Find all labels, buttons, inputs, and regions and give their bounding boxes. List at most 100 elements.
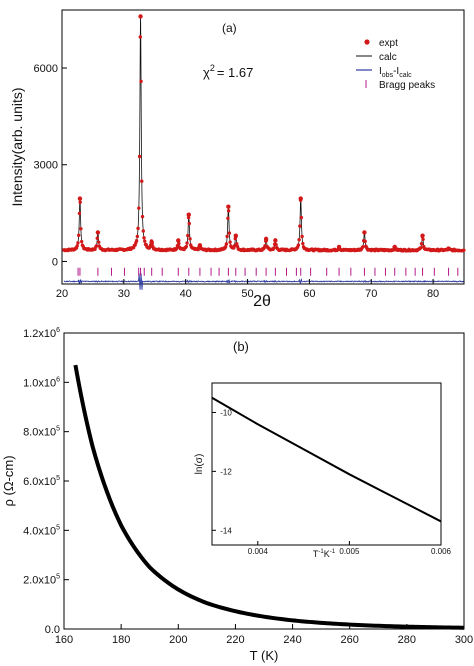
expt-point: [300, 234, 304, 239]
inset-y-ticks: -10 -12 -14: [212, 408, 232, 535]
expt-point: [299, 215, 304, 220]
x-tick-label: 220: [226, 634, 244, 646]
inset-x-label-k: K: [324, 549, 330, 559]
expt-point: [227, 231, 232, 235]
legend-diff-base: I: [379, 66, 382, 77]
inset-y-tick-label: -12: [220, 467, 232, 476]
resistivity-line: [73, 364, 465, 630]
y-tick-label: 2.0x105: [23, 574, 60, 587]
expt-point: [298, 224, 302, 228]
y-tick-label: 6000: [34, 63, 58, 75]
x-tick-label: 160: [55, 634, 73, 646]
ln-sigma-line: [211, 396, 442, 523]
expt-peak-point: [77, 196, 83, 201]
expt-peak-point: [149, 239, 154, 245]
panel-b-plot-area: [73, 364, 465, 630]
inset-x-tick-label: 0.004: [248, 547, 269, 556]
x-tick-label: 40: [180, 288, 192, 300]
expt-peak-point: [176, 238, 181, 243]
inset-y-tick-label: -14: [220, 526, 232, 535]
x-tick-label: 240: [283, 634, 301, 646]
panel-b-y-ticks: 0.02.0x1054.0x1056.0x1058.0x1051.0x1061.…: [23, 327, 69, 636]
expt-point: [177, 241, 181, 246]
expt-peak-point: [298, 196, 303, 201]
expt-point: [97, 240, 101, 244]
expt-point: [363, 239, 367, 244]
panel-b-x-ticks: 160 180 200 220 240 260 280 300: [55, 624, 473, 646]
x-tick-label: 60: [303, 288, 315, 300]
expt-point: [134, 238, 139, 243]
expt-point: [296, 243, 301, 247]
panel-b: 160 180 200 220 240 260 280 300 0.02.0x1054.0x1…: [1, 327, 473, 663]
expt-peak-point: [446, 246, 451, 251]
expt-point: [187, 221, 191, 226]
expt-peak-point: [186, 212, 191, 217]
x-tick-label: 300: [455, 634, 473, 646]
chi-symbol: χ: [203, 65, 210, 80]
expt-point: [223, 245, 228, 249]
expt-point: [361, 245, 365, 249]
panel-a-y-axis-label: Intensity(arb. units): [9, 87, 25, 206]
expt-peak-point: [263, 236, 269, 242]
expt-points: [62, 14, 466, 253]
y-tick-label: 0: [52, 256, 58, 268]
y-tick-label: 6.0x105: [23, 475, 60, 488]
chi-square-annotation: χ2 = 1.67: [203, 63, 253, 80]
chi-exponent: 2: [210, 63, 215, 73]
expt-point: [297, 238, 301, 242]
expt-point: [77, 233, 81, 237]
expt-point: [135, 234, 140, 239]
panel-b-label: (b): [233, 339, 249, 354]
expt-peak-point: [336, 244, 342, 250]
expt-point: [274, 243, 278, 247]
expt-peak-point: [95, 230, 101, 235]
y-tick-label: 8.0x105: [23, 426, 60, 439]
y-tick-label: 4.0x105: [23, 524, 60, 537]
y-tick-mantissa: 8.0x10: [23, 427, 56, 439]
expt-point: [79, 227, 83, 231]
y-tick-label: 1.0x106: [23, 376, 60, 389]
expt-peak-point: [420, 233, 425, 238]
panel-a-y-ticks: 0 3000 6000: [34, 63, 67, 268]
x-tick-label: 30: [118, 288, 130, 300]
expt-point: [462, 248, 466, 252]
expt-point: [174, 246, 179, 251]
panel-a-legend: expt calc Iobs-Icalc Bragg peaks: [356, 38, 435, 91]
y-tick-mantissa: 1.2x10: [23, 328, 56, 340]
legend-calc-label: calc: [379, 52, 397, 63]
expt-peak-point: [138, 14, 143, 19]
inset-y-axis-label: ln(σ): [194, 454, 205, 475]
x-tick-label: 50: [241, 288, 253, 300]
expt-point: [419, 242, 424, 246]
panel-b-y-axis-label: ρ (Ω-cm): [1, 455, 16, 506]
inset-x-axis-label: T-1K-1: [313, 549, 336, 559]
expt-point: [235, 242, 239, 246]
inset-x-label-t-exp: -1: [318, 549, 324, 555]
expt-point: [95, 236, 99, 240]
inset-plot-area: [211, 396, 442, 523]
legend-bragg-label: Bragg peaks: [379, 80, 435, 91]
legend-diff-mid: -I: [393, 66, 399, 77]
inset-x-label-t: T: [313, 549, 319, 559]
inset-y-tick-label: -10: [220, 408, 232, 417]
expt-point: [186, 233, 190, 238]
expt-point: [226, 216, 230, 220]
expt-point: [185, 241, 189, 245]
expt-point: [184, 244, 189, 249]
legend-diff-label: Iobs-Icalc: [379, 66, 412, 79]
expt-point: [141, 229, 145, 233]
legend-expt-marker: [364, 39, 370, 45]
calc-line: [63, 17, 464, 251]
panel-a-x-ticks: 20 30 40 50 60 70 80: [56, 279, 439, 300]
expt-point: [94, 244, 99, 248]
x-tick-label: 200: [169, 634, 187, 646]
expt-point: [75, 244, 79, 248]
y-tick-label: 3000: [34, 160, 58, 172]
expt-point: [139, 79, 143, 84]
expt-point: [272, 246, 276, 250]
y-tick-exponent: 6: [56, 376, 60, 383]
legend-diff-sub-obs: obs: [382, 72, 394, 79]
y-tick-mantissa: 4.0x10: [23, 525, 56, 537]
inset-x-label-k-exp: -1: [330, 549, 336, 555]
